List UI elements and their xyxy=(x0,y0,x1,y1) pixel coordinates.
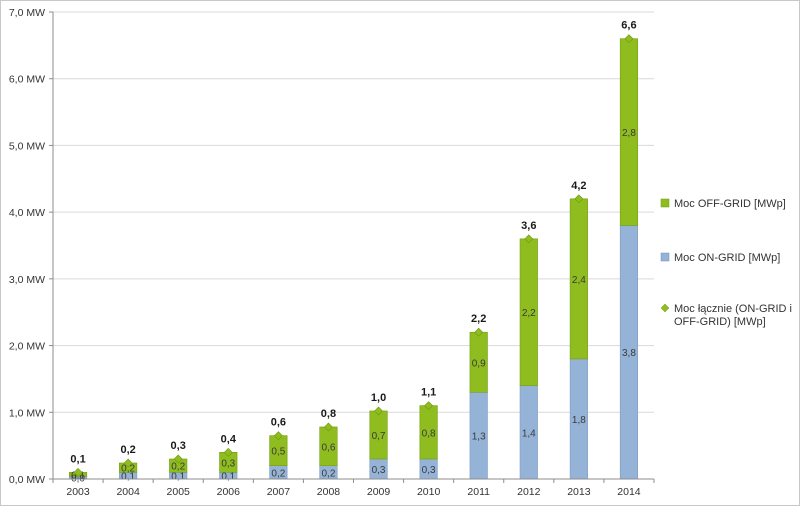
legend-label-off-grid: Moc OFF-GRID [MWp] xyxy=(674,198,786,210)
total-marker-diamond xyxy=(574,194,584,204)
total-marker-diamond xyxy=(73,467,83,477)
total-marker-diamond xyxy=(524,234,534,244)
bar-on-grid-value-label: 0,1 xyxy=(121,472,135,483)
total-value-label: 1,1 xyxy=(421,387,436,399)
total-value-label: 1,0 xyxy=(371,392,386,404)
total-value-label: 3,6 xyxy=(521,220,536,232)
bar-on-grid-value-label: 1,8 xyxy=(572,415,586,426)
gridlines xyxy=(53,11,654,413)
bar-off-grid-value-label: 2,4 xyxy=(572,275,586,286)
total-value-label: 0,1 xyxy=(70,453,85,465)
total-value-label: 0,8 xyxy=(321,408,336,420)
total-value-label: 0,2 xyxy=(120,444,135,456)
legend-marker-total-diamond xyxy=(660,303,670,313)
y-tick-label: 7,0 MW xyxy=(9,7,45,19)
bar-off-grid-value-label: 0,8 xyxy=(422,428,436,439)
y-tick-label: 0,0 MW xyxy=(9,474,45,486)
x-tick-label: 2013 xyxy=(567,486,591,498)
x-axis: 2003 2004 2005 2006 2007 2008 2009 2010 2011 2012… xyxy=(52,478,655,498)
bar-on-grid-value-label: 0,3 xyxy=(422,465,436,476)
total-marker-diamond xyxy=(324,422,333,432)
y-tick-label: 1,0 MW xyxy=(9,407,45,419)
bar-off-grid-value-label: 0,3 xyxy=(221,458,235,469)
legend-label-on-grid: Moc ON-GRID [MWp] xyxy=(674,252,780,264)
bars: 0,00,10,10,20,10,20,10,30,20,50,20,60,30… xyxy=(68,38,639,485)
x-tick-label: 2003 xyxy=(66,486,90,498)
total-value-label: 0,4 xyxy=(221,433,237,445)
total-marker-diamond xyxy=(273,431,283,441)
legend-label-total-line2: OFF-GRID) [MWp] xyxy=(674,316,766,328)
x-tick-label: 2005 xyxy=(167,486,191,498)
x-tick-label: 2012 xyxy=(517,486,541,498)
bar-on-grid-value-label: 1,3 xyxy=(472,432,486,443)
total-marker-diamond xyxy=(624,34,634,44)
bar-off-grid-value-label: 2,8 xyxy=(622,128,636,139)
bar-off-grid-value-label: 0,9 xyxy=(472,358,486,369)
x-tick-label: 2009 xyxy=(367,486,391,498)
total-value-label: 4,2 xyxy=(571,180,586,192)
x-tick-label: 2014 xyxy=(617,486,641,498)
y-axis: 0,0 MW 1,0 MW 2,0 MW 3,0 MW 4,0 MW 5,0 MW 6,0 … xyxy=(9,7,54,486)
legend-swatch-off-grid xyxy=(660,198,670,208)
total-value-label: 2,2 xyxy=(471,313,486,325)
total-marker-diamond xyxy=(424,401,434,411)
y-tick-label: 4,0 MW xyxy=(9,207,45,219)
bar-on-grid-value-label: 1,4 xyxy=(522,428,536,439)
total-markers: 0,1 0,2 0,3 0,4 0,6 0,8 1,0 1,1 2,2 3,6 4,2 6,6 xyxy=(70,20,637,477)
legend-swatch-on-grid xyxy=(660,252,670,262)
bar-off-grid-value-label: 0,6 xyxy=(322,442,336,453)
legend-label-total-line1: Moc łącznie (ON-GRID i xyxy=(674,303,792,315)
total-marker-diamond xyxy=(374,406,383,416)
bar-off-grid-value-label: 2,2 xyxy=(522,308,536,319)
total-marker-diamond xyxy=(223,447,233,457)
bar-on-grid-value-label: 0,1 xyxy=(171,472,185,483)
bar-on-grid-value-label: 0,1 xyxy=(221,472,235,483)
bar-off-grid-value-label: 0,7 xyxy=(372,431,386,442)
x-tick-label: 2004 xyxy=(116,486,140,498)
y-tick-label: 2,0 MW xyxy=(9,341,45,353)
bar-on-grid-value-label: 0,2 xyxy=(271,468,285,479)
y-tick-label: 3,0 MW xyxy=(9,274,45,286)
total-value-label: 0,6 xyxy=(271,417,286,429)
y-tick-label: 6,0 MW xyxy=(9,74,45,86)
x-tick-label: 2010 xyxy=(417,486,441,498)
total-marker-diamond xyxy=(173,454,183,464)
bar-off-grid-value-label: 0,5 xyxy=(271,447,285,458)
total-value-label: 6,6 xyxy=(621,20,636,32)
total-marker-diamond xyxy=(474,327,484,337)
x-tick-label: 2011 xyxy=(467,486,490,498)
x-tick-label: 2008 xyxy=(317,486,341,498)
total-value-label: 0,3 xyxy=(171,440,186,452)
bar-off-grid-value-label: 0,2 xyxy=(171,462,185,473)
y-tick-label: 5,0 MW xyxy=(9,140,45,152)
x-tick-label: 2007 xyxy=(267,486,291,498)
bar-off-grid-value-label: 0,2 xyxy=(121,464,135,475)
x-tick-label: 2006 xyxy=(217,486,241,498)
bar-on-grid-value-label: 3,8 xyxy=(622,348,636,359)
total-marker-diamond xyxy=(123,458,133,468)
bar-on-grid-value-label: 0,2 xyxy=(322,468,336,479)
bar-on-grid-value-label: 0,3 xyxy=(372,465,386,476)
legend: Moc OFF-GRID [MWp] Moc ON-GRID [MWp] Moc… xyxy=(660,198,792,328)
